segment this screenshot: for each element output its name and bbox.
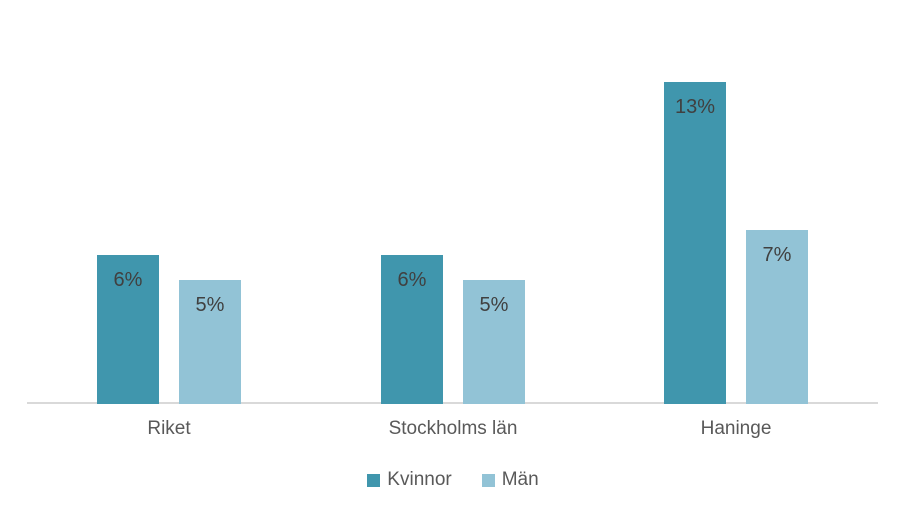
- data-label: 13%: [674, 96, 716, 118]
- data-label: 5%: [195, 294, 225, 316]
- bar-män-2: 5%: [463, 280, 525, 404]
- data-label: 6%: [113, 269, 143, 291]
- bar-kvinnor-3: 13%: [664, 82, 726, 404]
- data-label: 5%: [479, 294, 509, 316]
- x-axis-baseline: [27, 402, 878, 404]
- bar-män-1: 5%: [179, 280, 241, 404]
- bar-män-3: 7%: [746, 230, 808, 404]
- legend-swatch-man: [481, 473, 495, 487]
- legend-item-kvinnor: Kvinnor: [367, 469, 452, 491]
- legend-label-man: Män: [501, 469, 539, 490]
- legend-swatch-kvinnor: [367, 473, 381, 487]
- legend-label-kvinnor: Kvinnor: [387, 469, 452, 490]
- category-label: Riket: [147, 418, 191, 439]
- data-label: 7%: [762, 244, 792, 266]
- category-label: Haninge: [700, 418, 772, 439]
- bar-kvinnor-1: 6%: [97, 255, 159, 404]
- bar-kvinnor-2: 6%: [381, 255, 443, 404]
- category-label: Stockholms län: [388, 418, 518, 439]
- legend-item-man: Män: [481, 469, 539, 491]
- data-label: 6%: [397, 269, 427, 291]
- legend: Kvinnor Män: [0, 469, 906, 491]
